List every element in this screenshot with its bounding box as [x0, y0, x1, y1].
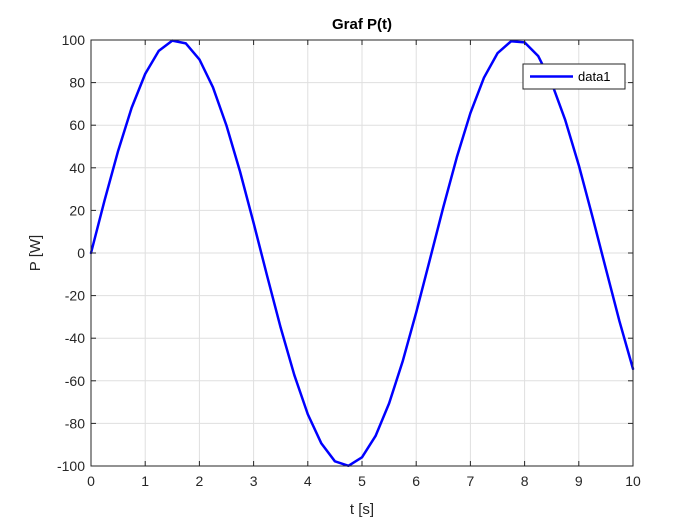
y-tick-label: -60	[65, 373, 85, 389]
legend-label: data1	[578, 69, 611, 84]
y-tick-label: 40	[69, 160, 85, 176]
chart-title: Graf P(t)	[332, 16, 392, 33]
y-tick-label: 60	[69, 117, 85, 133]
x-tick-label: 10	[625, 473, 641, 489]
x-tick-label: 7	[467, 473, 475, 489]
y-tick-label: -40	[65, 330, 85, 346]
y-tick-label: 0	[77, 245, 85, 261]
x-tick-label: 5	[358, 473, 366, 489]
y-tick-labels: -100 -80 -60 -40 -20 0 20 40 60 80 100	[57, 32, 85, 474]
y-tick-label: 80	[69, 75, 85, 91]
x-tick-label: 1	[141, 473, 149, 489]
x-tick-label: 6	[412, 473, 420, 489]
y-tick-label: 20	[69, 202, 85, 218]
y-tick-label: 100	[62, 32, 86, 48]
x-tick-label: 9	[575, 473, 583, 489]
y-tick-label: -80	[65, 415, 85, 431]
x-tick-label: 0	[87, 473, 95, 489]
x-tick-labels: 0 1 2 3 4 5 6 7 8 9 10	[87, 473, 641, 489]
ticks	[90, 39, 634, 467]
x-tick-label: 2	[196, 473, 204, 489]
x-tick-label: 4	[304, 473, 312, 489]
y-tick-label: -100	[57, 458, 85, 474]
x-tick-label: 3	[250, 473, 258, 489]
y-axis-label: P [W]	[27, 235, 44, 271]
y-tick-label: -20	[65, 288, 85, 304]
x-tick-label: 8	[521, 473, 529, 489]
legend[interactable]: data1	[522, 63, 626, 90]
x-axis-label: t [s]	[350, 501, 374, 518]
